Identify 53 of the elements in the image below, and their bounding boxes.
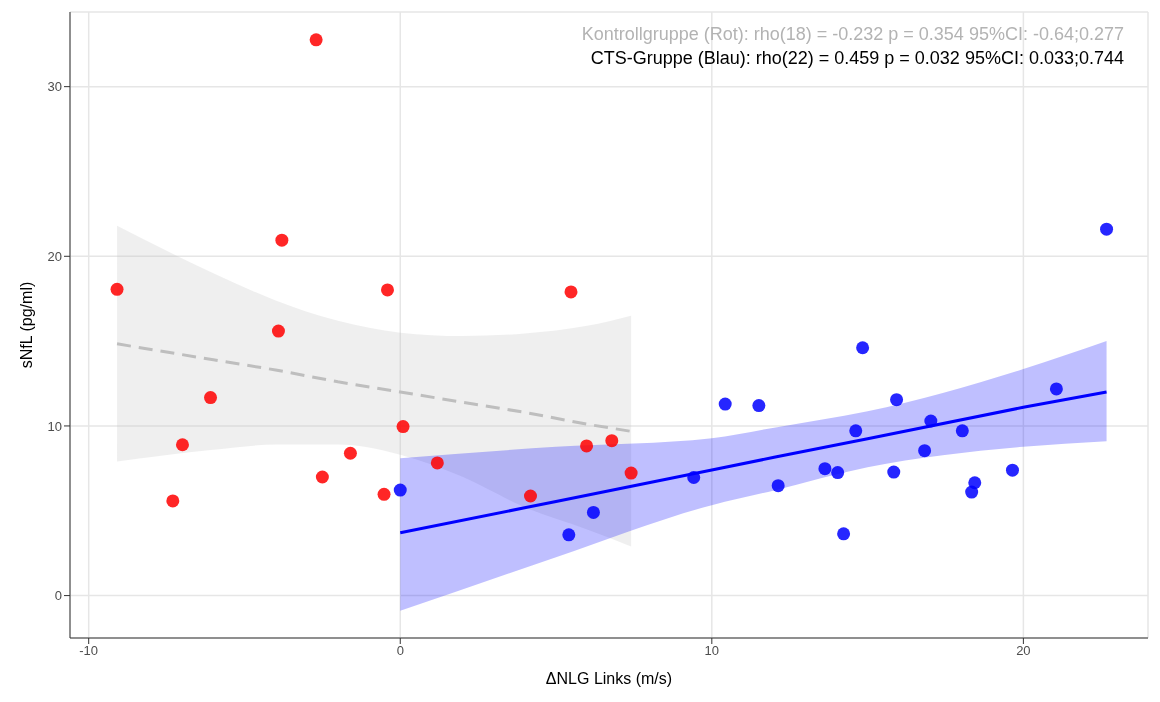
annotation: CTS-Gruppe (Blau): rho(22) = 0.459 p = 0.032 95%CI: 0.033;0.744 [589,47,1124,70]
point [887,465,901,479]
point [718,397,732,411]
point [1100,222,1114,236]
x-tick-label: 20 [1016,643,1031,659]
point [752,399,766,413]
point [315,470,329,484]
point [924,414,938,428]
point [309,33,323,47]
y-axis-title: sNfL (pg/ml) [17,281,35,369]
y-tick-label: 20 [47,248,62,264]
point [586,505,600,519]
point [393,483,407,497]
point [110,282,124,296]
point [380,283,394,297]
y-tick-label: 30 [47,79,62,95]
point [624,466,638,480]
point [856,341,870,355]
point [271,324,285,338]
point [890,393,904,407]
x-tick-label: 0 [396,643,404,659]
line-series [115,342,633,433]
annotation: Kontrollgruppe (Rot): rho(18) = -0.232 p = 0.354 95%CI: -0.64;0.277 [581,23,1124,46]
point [849,424,863,438]
point [818,462,832,476]
x-tick-label: -10 [79,643,99,659]
point [564,285,578,299]
point [687,471,701,485]
x-axis-title: ΔNLG Links (m/s) [545,670,673,687]
point [918,444,932,458]
point [968,476,982,490]
point [580,439,594,453]
point [523,489,537,503]
point [377,487,391,501]
point [175,438,189,452]
point [1005,463,1019,477]
point [430,456,444,470]
x-tick-label: 10 [704,643,720,659]
point [562,528,576,542]
point [831,466,845,480]
point [837,527,851,541]
point [605,434,619,448]
line-series [398,390,1109,535]
point [955,424,969,438]
point [396,420,410,434]
point [343,446,357,460]
point [275,233,289,247]
point [166,494,180,508]
y-tick-label: 0 [54,588,62,604]
point [1049,382,1063,396]
point [771,479,785,493]
y-tick-label: 10 [47,418,62,434]
point [204,391,218,405]
